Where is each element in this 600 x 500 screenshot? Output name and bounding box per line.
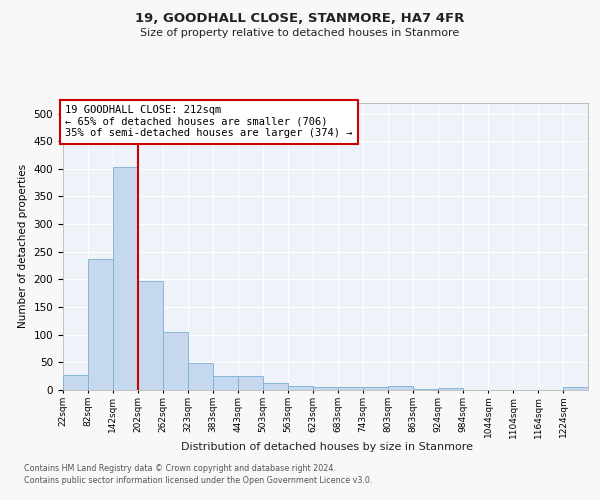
Bar	[563, 387, 588, 390]
Bar	[363, 386, 388, 390]
Text: Contains public sector information licensed under the Open Government Licence v3: Contains public sector information licen…	[24, 476, 373, 485]
Bar	[238, 376, 263, 390]
Text: 19 GOODHALL CLOSE: 212sqm
← 65% of detached houses are smaller (706)
35% of semi: 19 GOODHALL CLOSE: 212sqm ← 65% of detac…	[65, 106, 353, 138]
Bar	[438, 388, 463, 390]
Text: 19, GOODHALL CLOSE, STANMORE, HA7 4FR: 19, GOODHALL CLOSE, STANMORE, HA7 4FR	[136, 12, 464, 26]
Bar	[388, 386, 413, 390]
Bar	[263, 383, 288, 390]
Bar	[88, 259, 113, 390]
Bar	[213, 376, 238, 390]
Text: Contains HM Land Registry data © Crown copyright and database right 2024.: Contains HM Land Registry data © Crown c…	[24, 464, 336, 473]
Bar	[313, 386, 338, 390]
Bar	[138, 280, 163, 390]
Bar	[413, 389, 438, 390]
Bar	[163, 332, 188, 390]
Bar	[338, 386, 363, 390]
Bar	[113, 166, 138, 390]
Text: Distribution of detached houses by size in Stanmore: Distribution of detached houses by size …	[181, 442, 473, 452]
Bar	[288, 386, 313, 390]
Text: Size of property relative to detached houses in Stanmore: Size of property relative to detached ho…	[140, 28, 460, 38]
Bar	[188, 363, 213, 390]
Y-axis label: Number of detached properties: Number of detached properties	[18, 164, 28, 328]
Bar	[63, 375, 88, 390]
